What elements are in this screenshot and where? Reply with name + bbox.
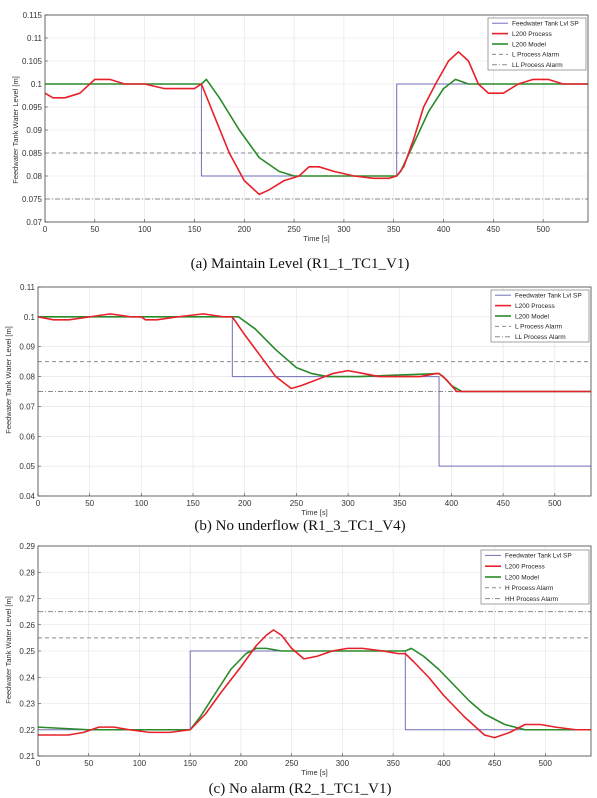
x-tick-label: 0 — [43, 225, 48, 234]
x-axis-label: Time [s] — [301, 768, 327, 777]
y-tick-label: 0.085 — [22, 149, 43, 158]
legend-label: LL Process Alarm — [515, 334, 566, 341]
x-tick-label: 0 — [36, 499, 41, 508]
x-tick-label: 300 — [341, 499, 355, 508]
chart-c: (c) No alarm (R2_1_TC1_V1) 0 50 100 150 200 2… — [4, 542, 592, 797]
y-tick-label: 0.21 — [19, 752, 35, 761]
legend-label: L200 Model — [512, 41, 547, 48]
x-tick-label: 250 — [290, 499, 304, 508]
legend-label: HH Process Alarm — [505, 596, 558, 603]
x-tick-label: 50 — [85, 499, 94, 508]
legend-label: Feedwater Tank Lvl SP — [512, 21, 579, 28]
legend-label: L Process Alarm — [515, 324, 562, 331]
y-axis-label: Feedwater Tank Water Level [m] — [4, 596, 13, 704]
y-tick-label: 0.25 — [19, 647, 35, 656]
y-tick-label: 0.04 — [19, 492, 35, 501]
legend-label: Feedwater Tank Lvl SP — [505, 553, 572, 560]
x-tick-label: 400 — [437, 759, 451, 768]
y-axis-label: Feedwater Tank Water Level [m] — [11, 76, 20, 184]
y-tick-label: 0.22 — [19, 726, 35, 735]
series-line-l200-process — [38, 629, 591, 739]
legend-label: LL Process Alarm — [512, 62, 563, 69]
y-tick-label: 0.075 — [22, 195, 43, 204]
y-tick-label: 0.08 — [19, 373, 35, 382]
y-tick-label: 0.1 — [31, 80, 43, 89]
x-tick-label: 250 — [285, 759, 299, 768]
x-tick-label: 100 — [135, 499, 149, 508]
x-axis-label: Time [s] — [301, 508, 327, 517]
x-tick-label: 300 — [337, 225, 351, 234]
legend-label: Feedwater Tank Lvl SP — [515, 293, 582, 300]
y-tick-label: 0.28 — [19, 568, 35, 577]
x-tick-label: 200 — [238, 225, 252, 234]
series-line-l200-process — [44, 50, 588, 196]
x-tick-label: 50 — [84, 759, 93, 768]
y-tick-label: 0.05 — [19, 462, 35, 471]
x-tick-label: 100 — [133, 759, 147, 768]
y-tick-label: 0.095 — [22, 103, 43, 112]
x-tick-label: 50 — [90, 225, 99, 234]
y-tick-label: 0.24 — [19, 673, 35, 682]
y-tick-label: 0.27 — [19, 595, 35, 604]
x-tick-label: 200 — [238, 499, 252, 508]
x-tick-label: 100 — [138, 225, 152, 234]
plot-frame — [37, 286, 592, 497]
y-axis-label: Feedwater Tank Water Level [m] — [4, 326, 13, 434]
chart-b: (b) No underflow (R1_3_TC1_V4) 0 50 100 150… — [4, 283, 592, 534]
x-tick-label: 450 — [487, 225, 501, 234]
y-tick-label: 0.07 — [19, 402, 35, 411]
x-tick-label: 350 — [386, 759, 400, 768]
caption-b: (b) No underflow (R1_3_TC1_V4) — [194, 518, 405, 534]
x-tick-label: 500 — [536, 225, 550, 234]
x-tick-label: 450 — [488, 759, 502, 768]
legend-label: L200 Model — [505, 574, 540, 581]
x-axis-label: Time [s] — [303, 234, 329, 243]
legend-label: L200 Process — [505, 564, 545, 571]
y-tick-label: 0.11 — [27, 34, 43, 43]
x-tick-label: 500 — [539, 759, 553, 768]
y-tick-label: 0.07 — [26, 218, 42, 227]
x-tick-label: 300 — [336, 759, 350, 768]
x-tick-label: 150 — [184, 759, 198, 768]
legend-label: L Process Alarm — [512, 52, 559, 59]
y-tick-label: 0.1 — [24, 313, 36, 322]
y-tick-label: 0.29 — [19, 542, 35, 551]
y-tick-label: 0.08 — [26, 172, 42, 181]
legend-label: L200 Process — [512, 31, 552, 38]
x-tick-label: 250 — [287, 225, 301, 234]
x-tick-label: 350 — [387, 225, 401, 234]
plot-frame — [37, 545, 592, 757]
caption-c: (c) No alarm (R2_1_TC1_V1) — [209, 781, 392, 797]
x-tick-label: 400 — [445, 499, 459, 508]
x-tick-label: 350 — [393, 499, 407, 508]
y-tick-label: 0.09 — [19, 343, 35, 352]
y-tick-label: 0.105 — [22, 57, 43, 66]
legend-label: L200 Model — [515, 313, 550, 320]
plot-frame — [44, 14, 589, 223]
x-tick-label: 450 — [496, 499, 510, 508]
y-tick-label: 0.23 — [19, 700, 35, 709]
series-line-l200-model — [45, 78, 588, 177]
series-line-l200-process — [37, 313, 591, 393]
chart-a: (a) Maintain Level (R1_1_TC1_V1) 0 50 100 1… — [11, 11, 589, 272]
legend-label: L200 Process — [515, 303, 555, 310]
x-tick-label: 0 — [36, 759, 41, 768]
legend-label: H Process Alarm — [505, 585, 553, 592]
y-tick-label: 0.11 — [20, 283, 36, 292]
x-tick-label: 150 — [188, 225, 202, 234]
x-tick-label: 200 — [234, 759, 248, 768]
x-tick-label: 500 — [548, 499, 562, 508]
series-line-l200-model — [37, 647, 591, 731]
y-tick-label: 0.26 — [19, 621, 35, 630]
x-tick-label: 400 — [437, 225, 451, 234]
x-tick-label: 150 — [186, 499, 200, 508]
caption-a: (a) Maintain Level (R1_1_TC1_V1) — [191, 256, 410, 272]
y-tick-label: 0.09 — [26, 126, 42, 135]
y-tick-label: 0.06 — [19, 432, 35, 441]
y-tick-label: 0.115 — [23, 11, 43, 20]
